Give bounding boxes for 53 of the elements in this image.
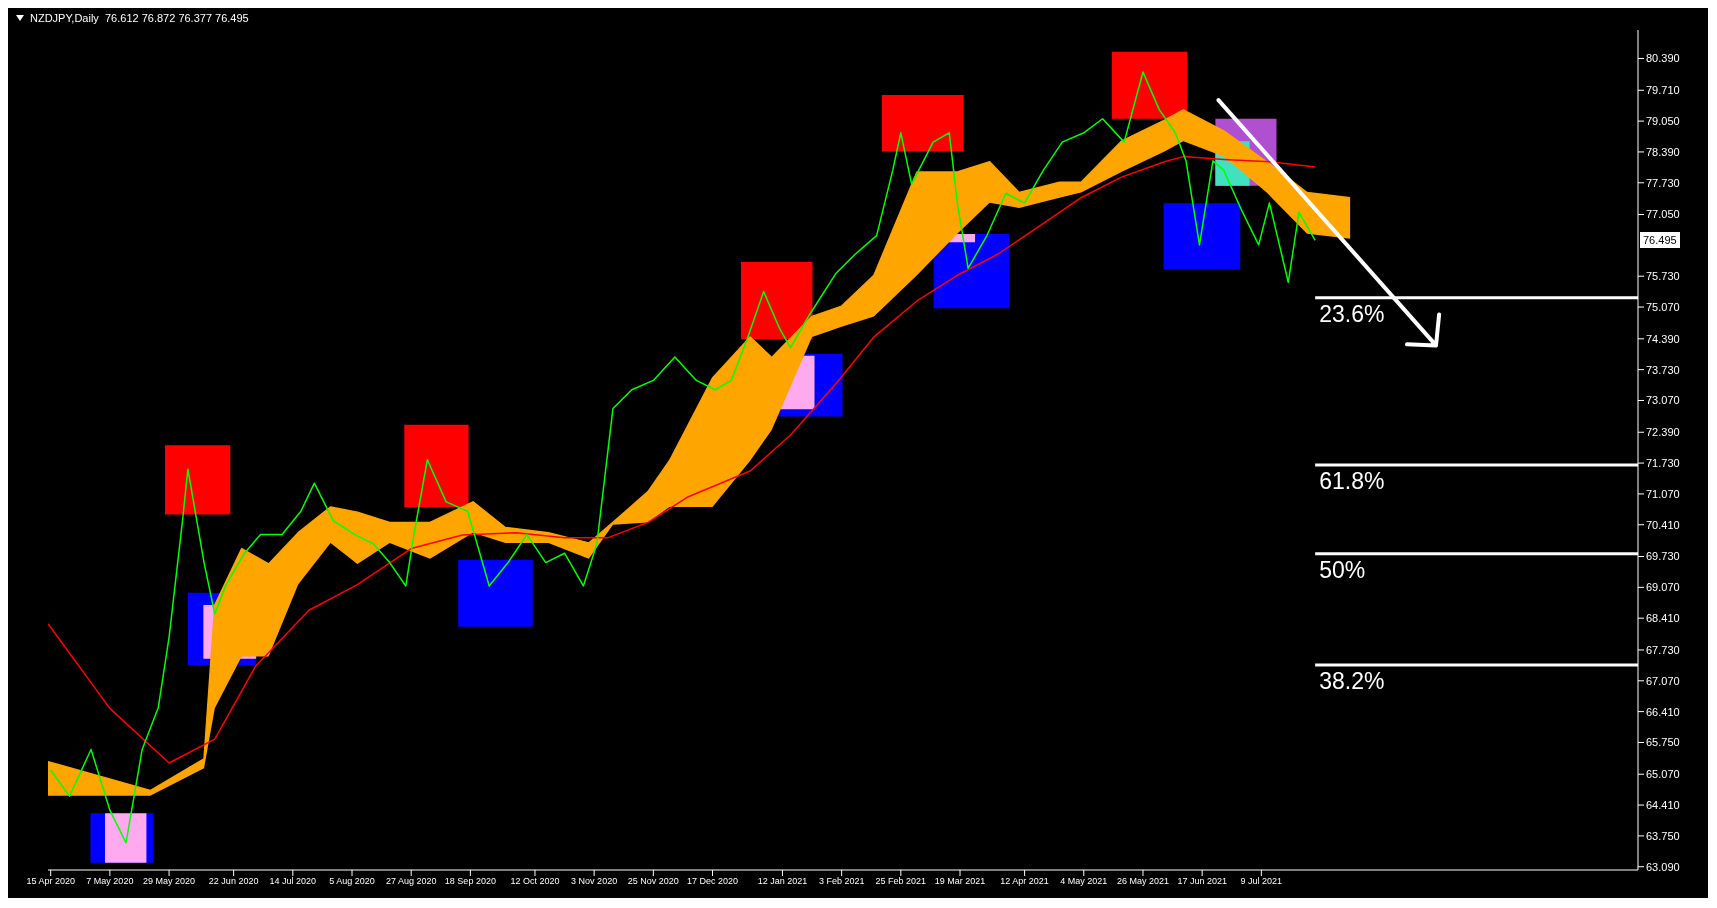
x-tick-label: 12 Oct 2020	[510, 876, 560, 887]
y-tick-label: 68.410	[1646, 612, 1680, 625]
x-tick-label: 12 Apr 2021	[1000, 876, 1049, 887]
y-tick-label: 70.410	[1646, 518, 1680, 531]
y-tick-label: 71.070	[1646, 487, 1680, 500]
annotation: 50%	[1319, 556, 1366, 583]
x-tick-label: 15 Apr 2020	[26, 876, 75, 887]
y-tick-label: 77.730	[1646, 176, 1680, 189]
x-tick-label: 25 Feb 2021	[875, 876, 927, 887]
annotation: 76.495	[1640, 232, 1680, 249]
chart-title: NZDJPY,Daily 76.612 76.872 76.377 76.495	[30, 12, 249, 24]
y-tick-label: 73.730	[1646, 363, 1680, 376]
annotation: 38.2%	[1319, 667, 1385, 694]
y-tick-label: 77.050	[1646, 208, 1680, 221]
x-tick-label: 17 Dec 2020	[686, 876, 739, 887]
y-tick-label: 65.750	[1646, 736, 1680, 749]
y-tick-label: 78.390	[1646, 145, 1680, 158]
x-tick-label: 9 Jul 2021	[1240, 876, 1283, 887]
x-tick-label: 25 Nov 2020	[627, 876, 679, 887]
x-tick-label: 3 Nov 2020	[571, 876, 618, 887]
y-tick-label: 73.070	[1646, 394, 1680, 407]
x-tick-label: 27 Aug 2020	[385, 876, 437, 887]
y-tick-label: 75.070	[1646, 300, 1680, 313]
x-tick-label: 12 Jan 2021	[757, 876, 808, 887]
x-tick-label: 29 May 2020	[143, 876, 196, 887]
x-tick-label: 14 Jul 2020	[269, 876, 317, 887]
x-tick-label: 7 May 2020	[86, 876, 134, 887]
y-tick-label: 71.730	[1646, 456, 1680, 469]
x-tick-label: 19 Mar 2021	[934, 876, 986, 887]
x-tick-label: 3 Feb 2021	[818, 876, 865, 887]
y-tick-label: 69.070	[1646, 581, 1680, 594]
y-tick-label: 69.730	[1646, 550, 1680, 563]
y-tick-label: 63.750	[1646, 829, 1680, 842]
x-tick-label: 22 Jun 2020	[208, 876, 259, 887]
x-tick-label: 4 May 2021	[1060, 876, 1108, 887]
y-tick-label: 64.410	[1646, 798, 1680, 811]
y-tick-label: 67.730	[1646, 643, 1680, 656]
y-tick-label: 66.410	[1646, 705, 1680, 718]
y-tick-label: 75.730	[1646, 270, 1680, 283]
y-tick-label: 67.070	[1646, 674, 1680, 687]
x-tick-label: 18 Sep 2020	[444, 876, 496, 887]
annotation: 61.8%	[1319, 467, 1385, 494]
y-tick-label: 79.050	[1646, 115, 1680, 128]
y-tick-label: 80.390	[1646, 52, 1680, 65]
x-tick-label: 5 Aug 2020	[329, 876, 375, 887]
x-tick-label: 17 Jun 2021	[1177, 876, 1227, 887]
y-tick-label: 72.390	[1646, 426, 1680, 439]
x-tick-label: 26 May 2021	[1116, 876, 1169, 887]
y-tick-label: 74.390	[1646, 332, 1680, 345]
y-tick-label: 63.090	[1646, 860, 1680, 873]
annotation: 23.6%	[1319, 300, 1385, 327]
y-tick-label: 79.710	[1646, 84, 1680, 97]
y-tick-label: 65.070	[1646, 768, 1680, 781]
